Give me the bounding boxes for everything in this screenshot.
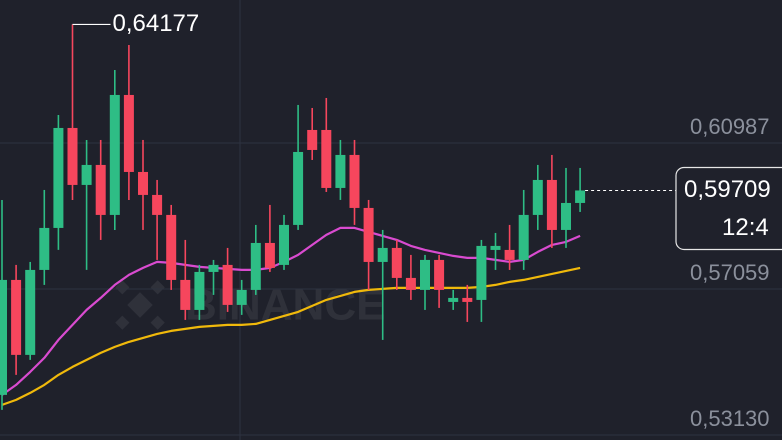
candle-body bbox=[363, 207, 374, 262]
watermark-text: BINANCE bbox=[185, 281, 385, 330]
countdown-label: 12:4 bbox=[722, 214, 769, 241]
candle-body bbox=[293, 151, 304, 225]
watermark-logo bbox=[115, 280, 165, 330]
candle-body bbox=[236, 289, 247, 305]
candle-body bbox=[490, 245, 501, 250]
candle-body bbox=[532, 179, 543, 215]
candle-body bbox=[264, 242, 275, 268]
candle-body bbox=[377, 247, 388, 262]
candle-body bbox=[279, 224, 289, 265]
candle-body bbox=[504, 249, 515, 260]
candle-body bbox=[349, 154, 360, 208]
candle-body bbox=[123, 94, 134, 172]
candle-body bbox=[95, 164, 106, 215]
candle-body bbox=[575, 190, 586, 203]
candle-body bbox=[321, 129, 332, 188]
candle-body bbox=[67, 127, 78, 185]
candle-body bbox=[180, 279, 191, 310]
candle-body bbox=[39, 227, 50, 270]
candle-body bbox=[405, 277, 416, 290]
candle-body bbox=[152, 194, 163, 215]
candle-body bbox=[222, 264, 233, 305]
candle-body bbox=[561, 202, 571, 230]
candle-body bbox=[476, 245, 487, 300]
candle-body bbox=[434, 259, 445, 290]
candle-body bbox=[448, 297, 459, 302]
candle-body bbox=[546, 179, 557, 230]
candle-body bbox=[138, 171, 148, 195]
candle-body bbox=[81, 164, 92, 185]
candle-body bbox=[25, 269, 36, 355]
candle-body bbox=[335, 154, 346, 188]
candle-body bbox=[194, 271, 205, 310]
candle-body bbox=[208, 264, 219, 272]
candle-body bbox=[166, 214, 177, 280]
candle-body bbox=[250, 242, 261, 290]
last-price-box bbox=[675, 166, 782, 251]
last-price-label: 0,59709 bbox=[684, 176, 771, 203]
candle-body bbox=[0, 279, 7, 395]
candle-body bbox=[420, 259, 430, 290]
y-tick-label: 0,60987 bbox=[690, 114, 770, 139]
candle-body bbox=[391, 247, 402, 278]
candle-body bbox=[462, 297, 473, 302]
y-tick-label: 0,57059 bbox=[690, 260, 770, 285]
high-label: 0,64177 bbox=[113, 10, 200, 37]
candle-body bbox=[307, 129, 318, 150]
candle-body bbox=[518, 214, 529, 260]
candle-body bbox=[11, 279, 22, 355]
y-tick-label: 0,53130 bbox=[690, 406, 770, 431]
candle-body bbox=[53, 127, 64, 228]
candle-body bbox=[109, 94, 120, 215]
